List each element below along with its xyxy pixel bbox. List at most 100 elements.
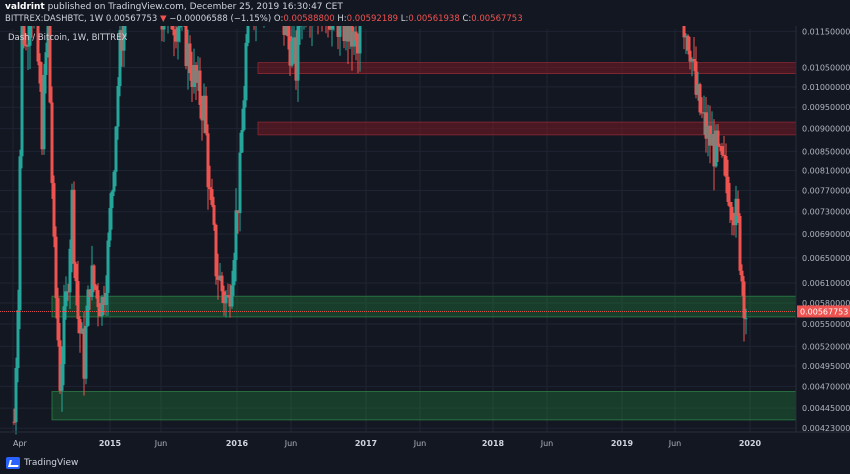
candle-body [286, 26, 290, 37]
tradingview-logo[interactable]: TradingView [6, 457, 78, 469]
candle-body [26, 45, 30, 47]
x-tick-label: 2016 [226, 439, 249, 448]
candle-body [36, 26, 40, 62]
candle-body [348, 26, 352, 42]
candle-body [736, 198, 740, 217]
y-tick-label: 0.00495000 [802, 362, 850, 371]
low-value: 0.00561938 [408, 14, 460, 24]
price-chart[interactable]: 0.01150000 0.01050000 0.01000000 0.00950000… [0, 26, 850, 452]
candle-body [330, 26, 334, 30]
candle-body [50, 102, 54, 184]
candle-body [230, 285, 234, 307]
candle-body [358, 26, 362, 54]
publish-info: published on TradingView.com, December 2… [47, 2, 343, 12]
candle-body [12, 421, 16, 423]
candle-body [744, 318, 748, 320]
support-zone [51, 391, 797, 421]
candle-body [170, 26, 174, 30]
author-name[interactable]: valdrint [5, 2, 45, 12]
candle-body [194, 65, 198, 83]
candle-body [222, 291, 226, 304]
candle-body [214, 224, 218, 277]
candle-body [290, 40, 294, 66]
candle-body [116, 86, 120, 127]
symbol-caption: Dash / Bitcoin, 1W, BITTREX [8, 33, 128, 43]
candle-body [336, 26, 340, 37]
candle-body [190, 73, 194, 88]
candle-body [192, 65, 196, 88]
candle-body [236, 210, 240, 214]
candle-body [88, 289, 92, 297]
candle-body [730, 206, 734, 221]
candle-body [72, 189, 76, 264]
symbol-label: BITTREX:DASHBTC, 1W [5, 14, 104, 24]
candle-body [90, 265, 94, 297]
candle-body [682, 26, 686, 38]
candle-body [220, 275, 224, 292]
ohlc-line: BITTREX:DASHBTC, 1W 0.00567753 ▼ −0.0000… [5, 14, 523, 24]
candle-body [708, 125, 712, 146]
candle-body [218, 275, 222, 280]
candle-body [724, 156, 728, 177]
candle-body [734, 198, 738, 226]
candle-body [288, 36, 292, 66]
y-tick-label: 0.00445000 [802, 404, 850, 413]
candle-body [686, 35, 690, 51]
x-tick-label: 2015 [99, 439, 122, 448]
candle-body [356, 40, 360, 54]
candle-body [704, 112, 708, 139]
candle-body [346, 26, 350, 42]
candle-body [726, 176, 730, 202]
chart-footer: TradingView [0, 452, 850, 474]
price-axis [796, 26, 850, 452]
y-tick-label: 0.00850000 [802, 147, 850, 156]
candle-body [94, 285, 98, 291]
candle-body [18, 156, 22, 311]
candle-body [282, 26, 286, 35]
candle-body [184, 26, 188, 67]
candle-body [106, 240, 110, 293]
candle-body [342, 26, 346, 42]
candle-body [696, 84, 700, 95]
candle-body [716, 130, 720, 146]
candle-body [718, 145, 722, 147]
candle-body [732, 220, 736, 226]
y-tick-label: 0.00520000 [802, 342, 850, 351]
candle-body [120, 30, 124, 51]
last-price: 0.00567753 [105, 14, 158, 24]
candle-body [60, 364, 64, 391]
x-tick-label: Jun [154, 439, 168, 448]
candle-body [296, 26, 300, 81]
candle-body [246, 26, 250, 43]
y-tick-label: 0.00580000 [802, 299, 850, 308]
candle-body [112, 171, 116, 192]
candle-body [66, 291, 70, 293]
candle-body [702, 112, 706, 114]
candle-body [740, 270, 744, 282]
candle-body [44, 52, 48, 75]
candle-body [70, 189, 74, 249]
candle-body [354, 31, 358, 41]
high-value: 0.00592189 [346, 14, 399, 24]
y-tick-label: 0.00423000 [802, 424, 850, 433]
y-tick-label: 0.00550000 [802, 320, 850, 329]
candle-body [234, 210, 238, 260]
x-tick-label: Jun [540, 439, 554, 448]
high-label: H: [337, 14, 347, 24]
y-tick-label: 0.00610000 [802, 279, 850, 288]
candle-body [204, 95, 208, 134]
candle-body [24, 44, 28, 47]
candle-body [162, 26, 166, 30]
x-tick-label: Jun [413, 439, 427, 448]
candle-body [684, 35, 688, 38]
candle-body [102, 297, 106, 305]
candle-body [188, 43, 192, 74]
candle-body [232, 259, 236, 286]
resistance-zone [257, 62, 797, 74]
candle-body [352, 31, 356, 47]
candle-body [38, 61, 42, 84]
candle-body [82, 328, 86, 379]
candle-body [328, 26, 332, 30]
candle-body [172, 29, 176, 36]
candle-body [212, 205, 216, 225]
